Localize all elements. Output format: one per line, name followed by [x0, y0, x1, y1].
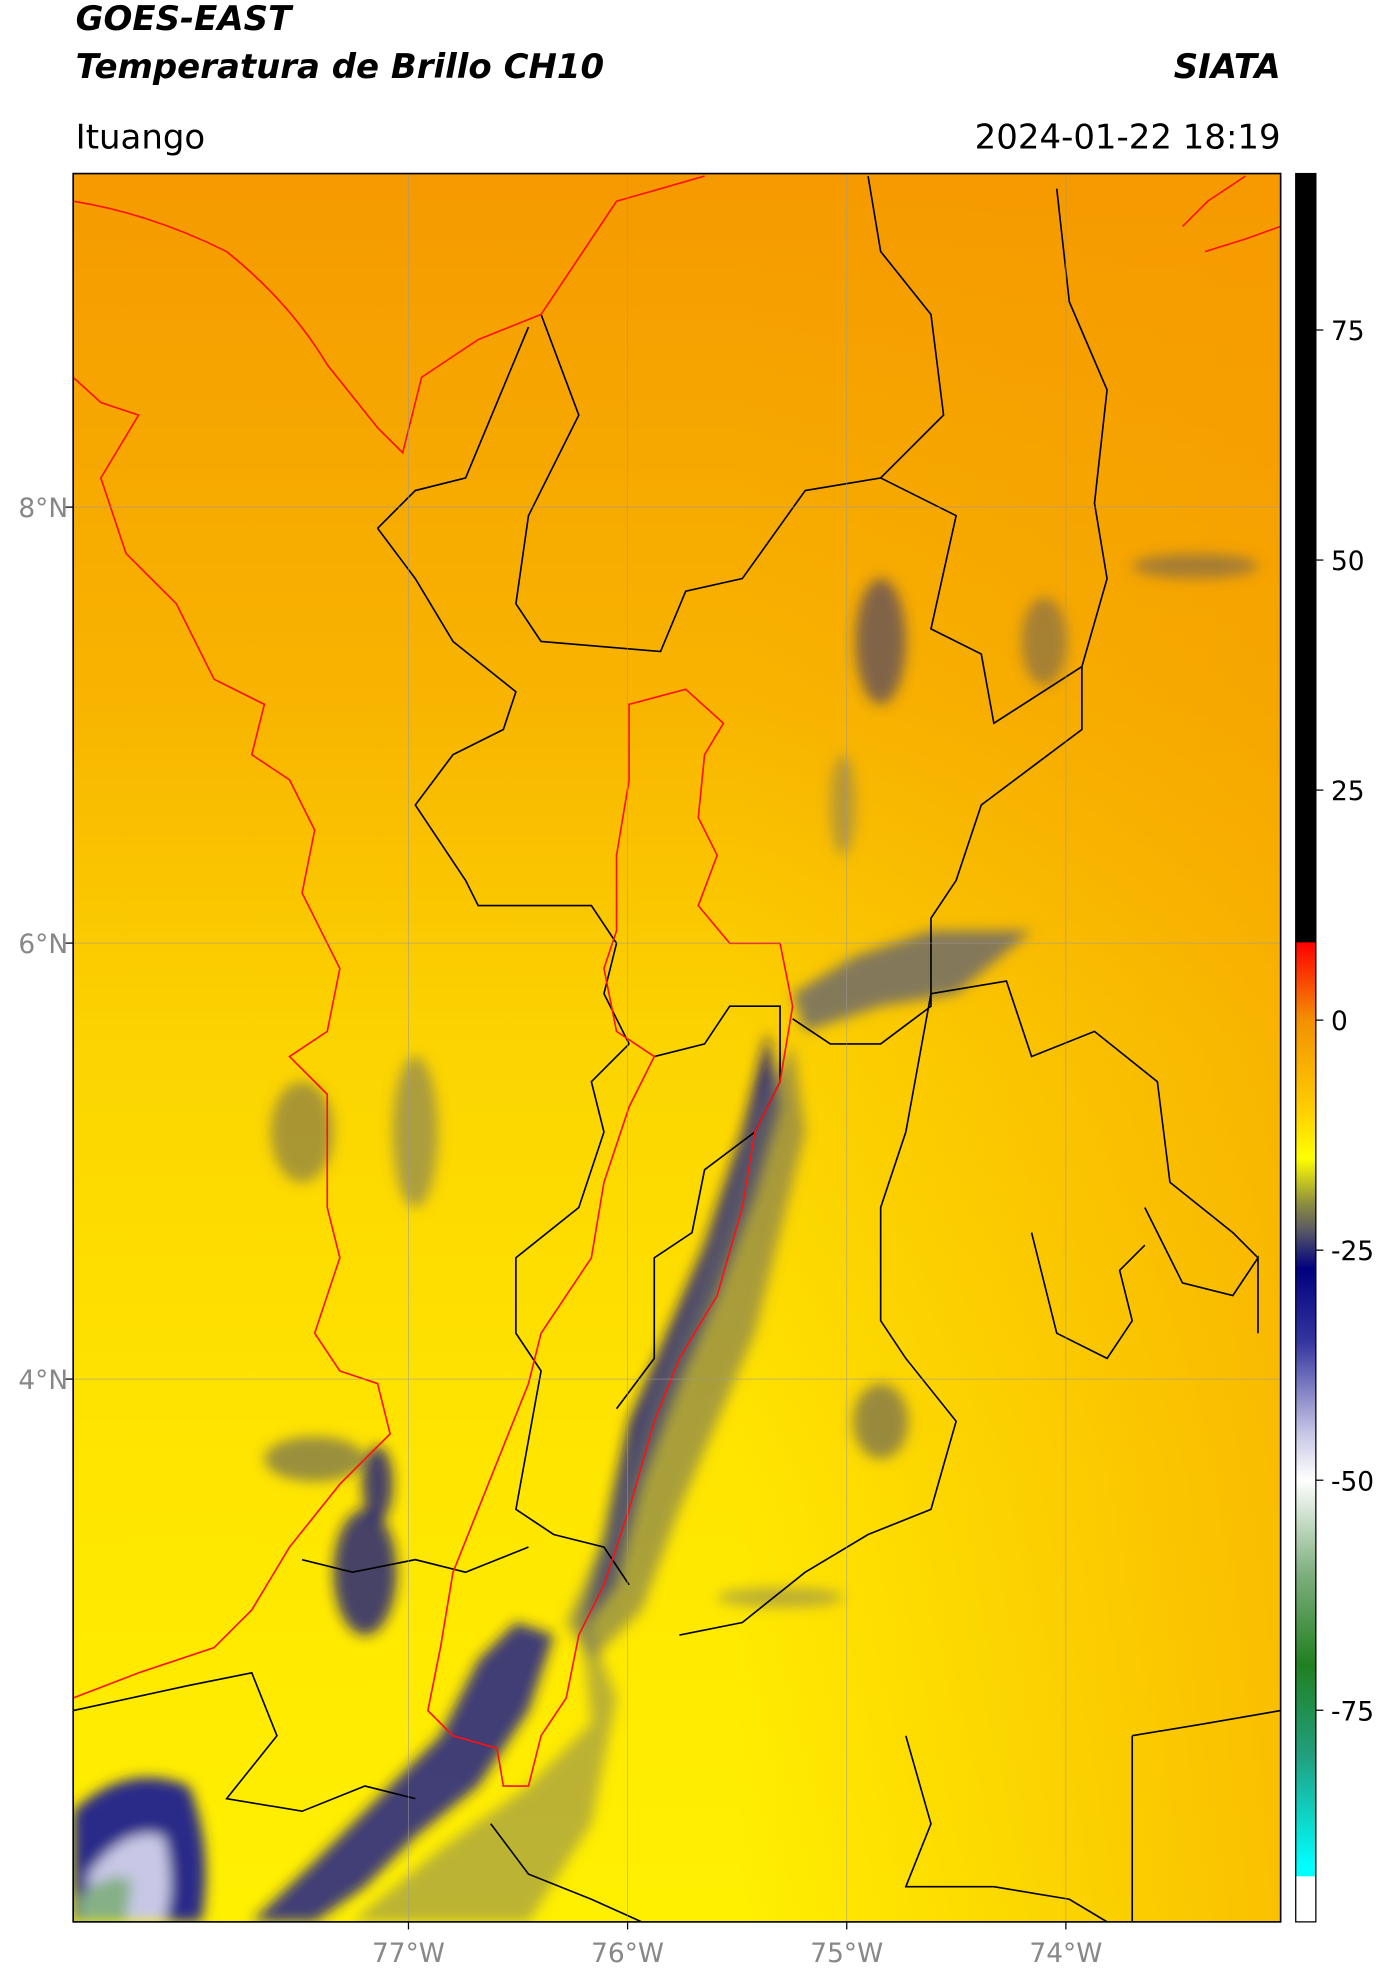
colorbar-tick-label: 25	[1331, 776, 1365, 807]
x-tick-label: 77°W	[372, 1938, 445, 1969]
y-tick-label: 6°N	[18, 929, 68, 960]
y-tick-label: 8°N	[18, 493, 68, 524]
colorbar: 75 50 25 0 -25 -50 -75	[1295, 172, 1374, 1923]
y-tick-label: 4°N	[18, 1365, 68, 1396]
axes: 77°W 76°W 75°W 74°W 8°N 6°N 4°N	[18, 493, 1102, 1969]
colorbar-tick-label: 0	[1331, 1006, 1348, 1037]
source: SIATA	[1174, 47, 1281, 87]
clouds	[73, 553, 1258, 1922]
x-tick-label: 75°W	[810, 1938, 883, 1969]
colorbar-scale	[1295, 172, 1317, 1923]
colorbar-tick-label: -25	[1331, 1236, 1374, 1267]
colorbar-tick-label: 50	[1331, 546, 1365, 577]
gridlines	[73, 173, 1281, 1922]
colorbar-tick-label: -50	[1331, 1466, 1374, 1497]
title: GOES-EAST	[76, 0, 294, 39]
map-frame	[72, 172, 1282, 1923]
timestamp: 2024-01-22 18:19	[975, 117, 1281, 157]
subtitle: Temperatura de Brillo CH10	[76, 47, 604, 87]
admin-borders	[73, 175, 1281, 1922]
colorbar-tick-label: -75	[1331, 1696, 1374, 1727]
x-tick-label: 76°W	[591, 1938, 664, 1969]
map-image	[73, 173, 1281, 1922]
location: Ituango	[76, 117, 206, 157]
coastline-and-basin	[73, 175, 1281, 1787]
x-tick-label: 74°W	[1029, 1938, 1102, 1969]
colorbar-tick-label: 75	[1331, 316, 1365, 347]
